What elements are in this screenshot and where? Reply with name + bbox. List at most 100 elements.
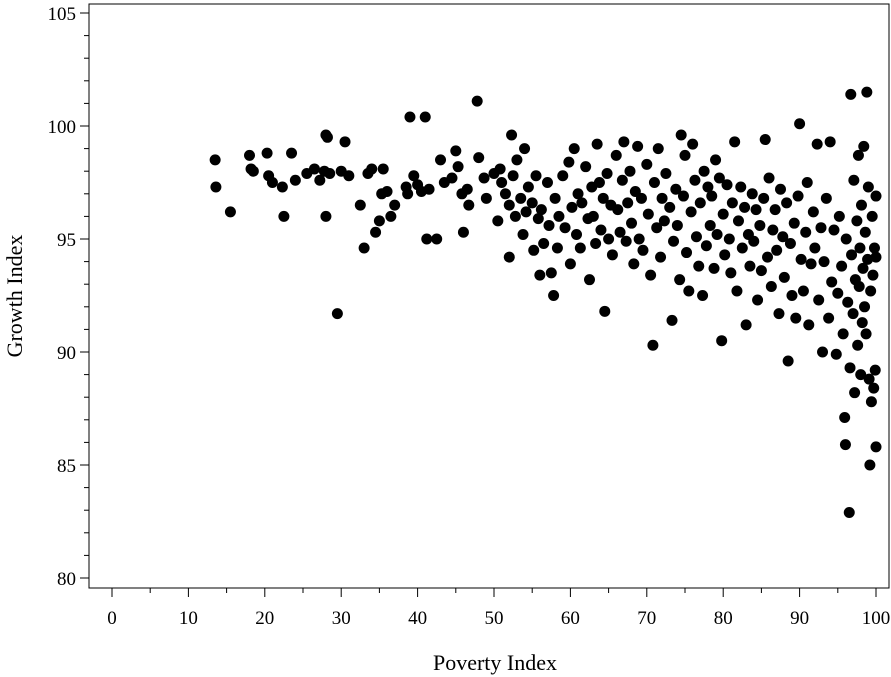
data-point bbox=[545, 267, 557, 279]
data-point bbox=[557, 170, 569, 182]
data-point bbox=[853, 280, 865, 292]
plot-frame bbox=[88, 3, 890, 589]
y-tick-label: 80 bbox=[57, 569, 76, 590]
data-point bbox=[856, 317, 868, 329]
data-point bbox=[754, 219, 766, 231]
data-point bbox=[839, 412, 851, 424]
data-point bbox=[797, 285, 809, 297]
data-point bbox=[431, 233, 443, 245]
data-point bbox=[503, 251, 515, 263]
data-point bbox=[343, 170, 355, 182]
data-point bbox=[832, 287, 844, 299]
data-point bbox=[752, 294, 764, 306]
data-point bbox=[839, 439, 851, 451]
data-point bbox=[366, 163, 378, 175]
data-point bbox=[674, 274, 686, 286]
data-points bbox=[209, 86, 882, 518]
data-point bbox=[261, 147, 273, 159]
data-point bbox=[658, 215, 670, 227]
data-point bbox=[324, 167, 336, 179]
data-point bbox=[823, 312, 835, 324]
data-point bbox=[732, 215, 744, 227]
data-point bbox=[278, 210, 290, 222]
data-point bbox=[606, 249, 618, 261]
data-point bbox=[652, 143, 664, 155]
data-point bbox=[571, 228, 583, 240]
data-point bbox=[548, 290, 560, 301]
data-point bbox=[421, 233, 433, 245]
x-axis-title: Poverty Index bbox=[433, 650, 557, 675]
data-point bbox=[471, 95, 483, 107]
data-point bbox=[755, 265, 767, 277]
data-point bbox=[209, 154, 221, 166]
data-point bbox=[859, 226, 871, 238]
data-point bbox=[862, 253, 874, 265]
data-point bbox=[700, 240, 712, 252]
data-point bbox=[830, 348, 842, 360]
data-point bbox=[681, 247, 693, 259]
data-point bbox=[587, 210, 599, 222]
data-point bbox=[506, 129, 518, 141]
data-point bbox=[635, 192, 647, 204]
data-point bbox=[655, 251, 667, 263]
data-point bbox=[852, 149, 864, 161]
data-point bbox=[857, 262, 869, 274]
data-point bbox=[854, 242, 866, 254]
data-point bbox=[717, 208, 729, 220]
data-point bbox=[697, 290, 709, 301]
data-point bbox=[748, 235, 760, 247]
data-point bbox=[836, 260, 848, 272]
data-point bbox=[805, 258, 817, 270]
data-point bbox=[792, 190, 804, 202]
data-point bbox=[404, 111, 416, 123]
data-point bbox=[726, 197, 738, 209]
data-point bbox=[419, 111, 431, 123]
data-point bbox=[450, 145, 462, 157]
data-point bbox=[870, 441, 882, 453]
data-point bbox=[870, 190, 882, 202]
data-point bbox=[765, 280, 777, 292]
data-point bbox=[702, 181, 714, 193]
data-point bbox=[824, 136, 836, 148]
data-point bbox=[457, 226, 469, 238]
data-point bbox=[593, 177, 605, 188]
data-point bbox=[869, 364, 881, 376]
data-point bbox=[321, 131, 333, 143]
plot-border bbox=[88, 3, 890, 589]
data-point bbox=[865, 285, 877, 297]
y-tick-label: 105 bbox=[48, 4, 77, 25]
data-point bbox=[868, 382, 880, 394]
data-point bbox=[865, 396, 877, 408]
data-point bbox=[786, 290, 798, 301]
data-point bbox=[595, 224, 607, 236]
data-point bbox=[370, 226, 382, 238]
x-tick-label: 100 bbox=[862, 608, 891, 629]
data-point bbox=[721, 179, 733, 191]
data-point bbox=[535, 204, 547, 216]
data-point bbox=[626, 217, 638, 229]
data-point bbox=[559, 222, 571, 234]
data-point bbox=[641, 158, 653, 170]
y-axis-title: Growth Index bbox=[2, 235, 27, 358]
data-point bbox=[628, 258, 640, 270]
data-point bbox=[849, 387, 861, 399]
data-point bbox=[767, 224, 779, 236]
y-tick-label: 85 bbox=[57, 456, 76, 477]
data-point bbox=[286, 147, 298, 159]
data-point bbox=[694, 197, 706, 209]
data-point bbox=[612, 204, 624, 216]
data-point bbox=[601, 167, 613, 179]
data-point bbox=[308, 163, 320, 175]
data-point bbox=[289, 174, 301, 186]
data-point bbox=[693, 260, 705, 272]
data-point bbox=[689, 174, 701, 186]
data-point bbox=[543, 219, 555, 231]
data-point bbox=[713, 172, 725, 184]
y-axis: 80 85 90 95 100 105 bbox=[48, 4, 89, 590]
data-point bbox=[563, 156, 575, 168]
data-point bbox=[377, 163, 389, 175]
data-point bbox=[599, 305, 611, 317]
data-point bbox=[591, 138, 603, 150]
x-tick-label: 10 bbox=[179, 608, 198, 629]
data-point bbox=[817, 346, 829, 358]
